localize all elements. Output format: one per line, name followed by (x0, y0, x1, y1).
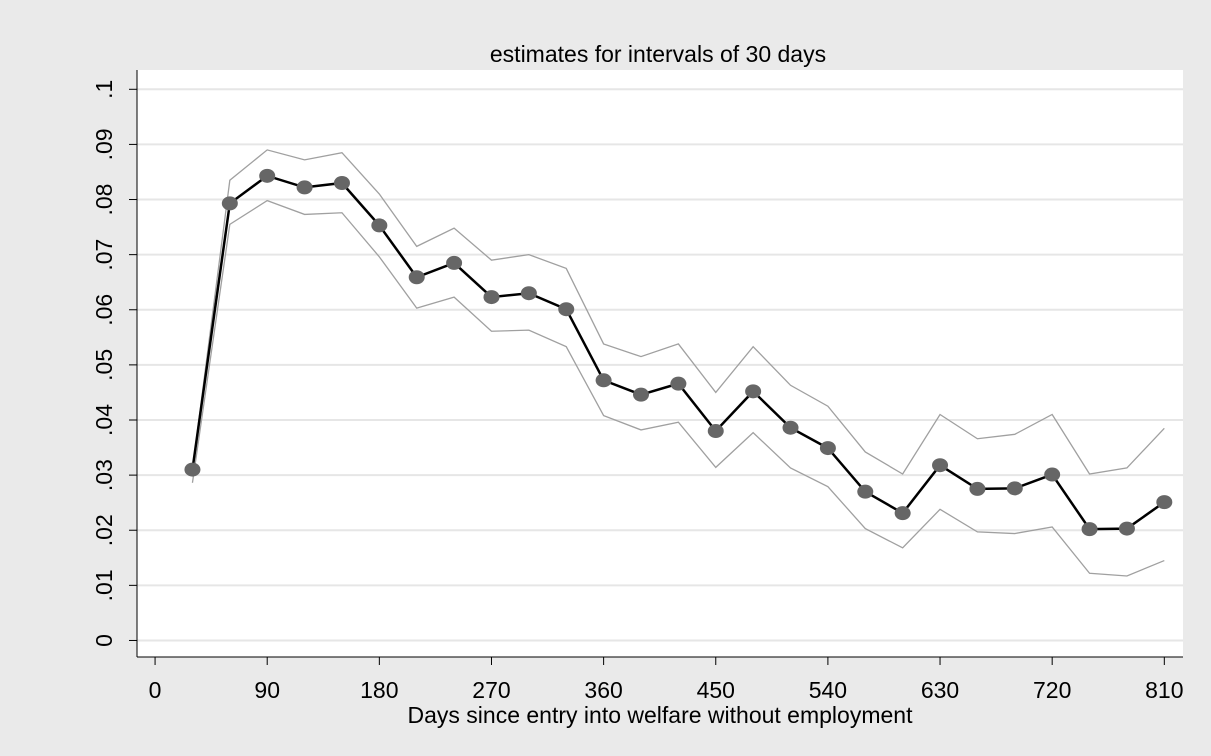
ci-line (191, 199, 1165, 577)
estimate-marker (1044, 467, 1061, 482)
estimate-marker (259, 168, 276, 183)
estimate-marker (969, 481, 986, 496)
plot-area (137, 70, 1183, 657)
estimate-marker (333, 175, 350, 190)
y-tick-label: .09 (91, 128, 117, 160)
y-tick-label: .06 (91, 294, 117, 326)
estimate-marker (932, 458, 949, 473)
x-tick-label: 270 (472, 677, 510, 703)
estimate-marker (483, 290, 500, 305)
estimate-marker (184, 462, 201, 477)
estimate-marker (782, 420, 799, 435)
x-tick-label: 540 (809, 677, 847, 703)
estimate-marker (894, 506, 911, 521)
estimate-marker (446, 255, 463, 270)
estimate-marker (558, 302, 575, 317)
y-tick-label: .03 (91, 459, 117, 491)
chart-title: estimates for intervals of 30 days (490, 41, 826, 67)
estimate-marker (745, 384, 762, 399)
estimate-marker (221, 196, 238, 211)
estimate-marker (632, 387, 649, 402)
estimate-marker (670, 376, 687, 391)
estimate-marker (520, 286, 537, 301)
estimate-marker (819, 441, 836, 456)
x-axis-label: Days since entry into welfare without em… (408, 702, 914, 728)
y-tick-label: .02 (91, 514, 117, 546)
estimate-marker (1081, 522, 1098, 537)
x-tick-label: 630 (921, 677, 959, 703)
estimate-marker (371, 218, 388, 233)
y-tick-label: .04 (91, 404, 117, 436)
x-tick-label: 0 (149, 677, 162, 703)
x-tick-label: 90 (254, 677, 280, 703)
y-tick-label: .1 (91, 80, 117, 99)
estimate-marker (296, 180, 313, 195)
estimate-marker (408, 270, 425, 285)
y-tick-label: .08 (91, 184, 117, 216)
y-tick-label: .07 (91, 239, 117, 271)
x-tick-label: 180 (360, 677, 398, 703)
y-tick-label: 0 (91, 634, 117, 647)
estimate-marker (707, 424, 724, 439)
y-tick-label: .05 (91, 349, 117, 381)
x-tick-label: 720 (1033, 677, 1071, 703)
x-tick-label: 450 (697, 677, 735, 703)
x-tick-label: 810 (1145, 677, 1183, 703)
estimate-marker (1118, 521, 1135, 536)
estimate-marker (857, 484, 874, 499)
ci-line (191, 149, 1165, 475)
estimate-marker (595, 373, 612, 388)
estimate-marker (1156, 495, 1173, 510)
x-tick-label: 360 (584, 677, 622, 703)
estimate-marker (1006, 481, 1023, 496)
y-tick-label: .01 (91, 569, 117, 601)
